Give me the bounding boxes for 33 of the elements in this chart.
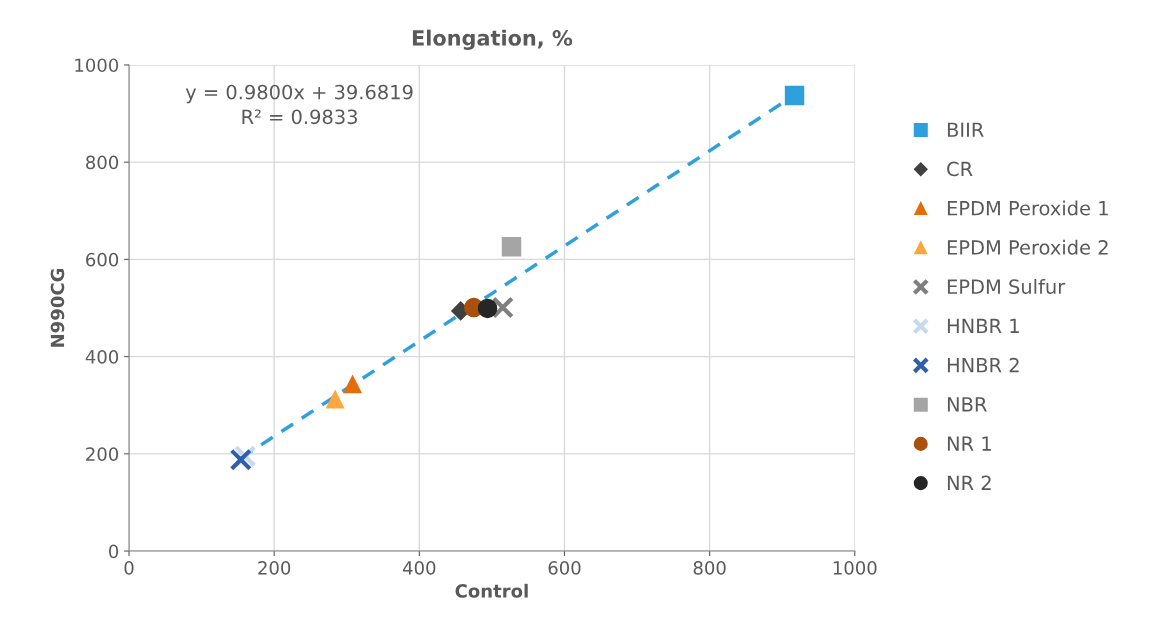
- point: [491, 296, 514, 319]
- legend-label: EPDM Peroxide 1: [947, 200, 1108, 216]
- point: [477, 298, 498, 319]
- x-tick-label: 600: [548, 561, 581, 575]
- y-tick-label: 400: [85, 350, 119, 364]
- legend-label: HNBR 2: [947, 357, 1019, 373]
- x-tick-label: 200: [258, 561, 291, 575]
- point: [326, 390, 345, 409]
- y-axis-title: N990CG: [50, 268, 65, 347]
- y-tick-label: 0: [109, 544, 119, 559]
- legend-label: EPDM Peroxide 2: [947, 239, 1108, 255]
- legend-label: NR 2: [947, 475, 991, 490]
- point: [229, 448, 252, 471]
- legend-label: BIIR: [947, 122, 984, 137]
- legend-label: CR: [947, 161, 973, 177]
- y-tick-label: 200: [86, 447, 119, 461]
- annotation: y = 0.9800x + 39.6819 R² = 0.9833: [185, 84, 413, 125]
- x-tick-label: 400: [402, 561, 436, 575]
- point: [343, 375, 362, 394]
- y-tick-label: 600: [86, 252, 119, 267]
- legend-label: EPDM Sulfur: [947, 278, 1066, 295]
- legend-label: NR 1: [947, 436, 991, 451]
- chart-title: Elongation, %: [412, 29, 573, 50]
- y-tick-label: 800: [86, 155, 119, 170]
- legend-label: HNBR 1: [947, 318, 1019, 333]
- legend-label: NBR: [947, 397, 987, 412]
- x-tick-label: 800: [693, 561, 726, 575]
- x-axis-title: Control: [455, 583, 528, 598]
- x-tick-label: 0: [124, 561, 134, 575]
- point: [784, 85, 805, 106]
- y-tick-label: 1000: [75, 58, 119, 73]
- point: [501, 237, 522, 257]
- x-tick-label: 1000: [833, 561, 877, 575]
